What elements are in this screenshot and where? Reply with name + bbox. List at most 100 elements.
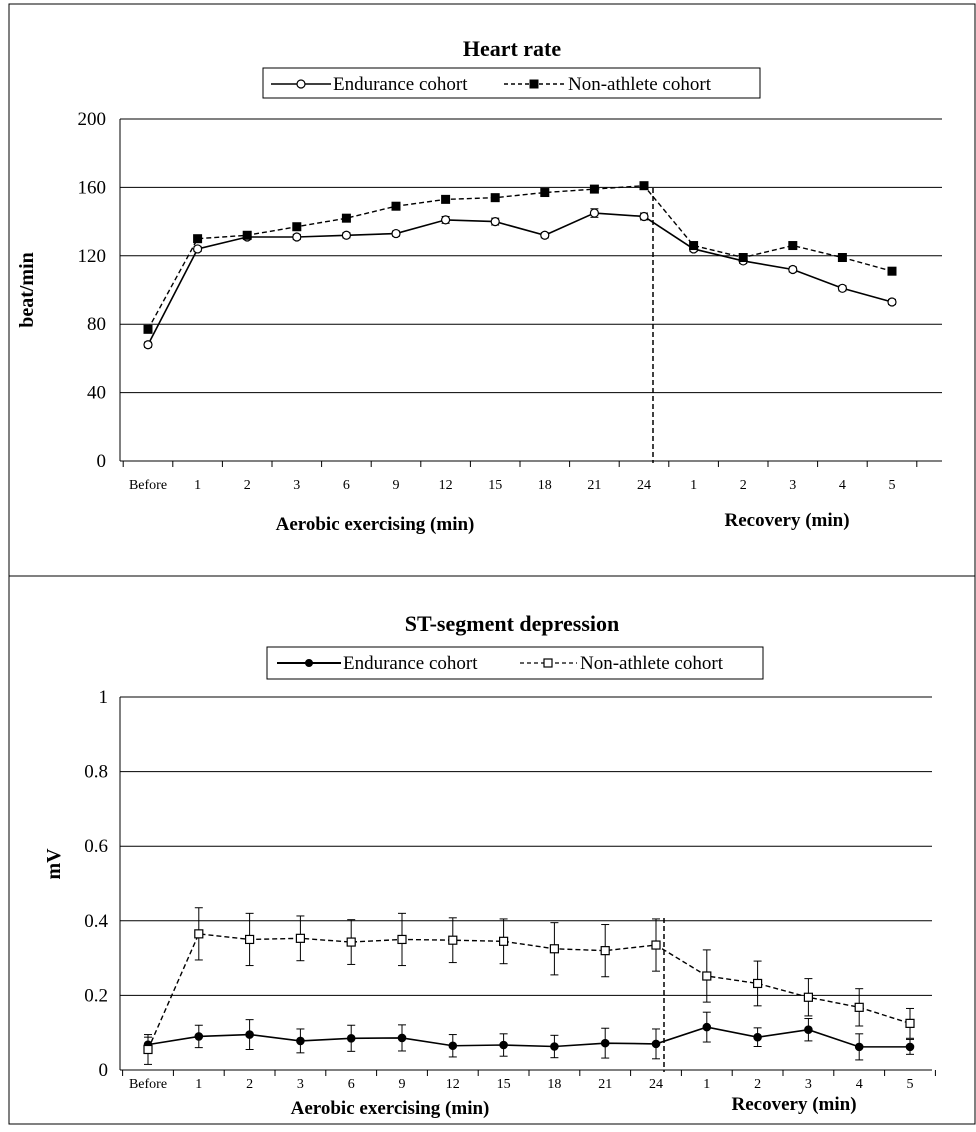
x-tick-label: 21 (598, 1077, 612, 1092)
data-point (397, 1033, 407, 1043)
y-tick-label: 0 (99, 1060, 109, 1081)
x-tick-label: 5 (889, 478, 896, 493)
x-tick-label: 24 (637, 478, 651, 493)
x-tick-label: 18 (538, 478, 552, 493)
data-point (193, 234, 203, 244)
data-point (887, 297, 897, 307)
data-point (540, 230, 550, 240)
y-tick-label: 40 (87, 383, 106, 404)
x-group-label-recovery: Recovery (min) (731, 1094, 856, 1115)
y-tick-label: 1 (99, 687, 109, 708)
x-tick-label: 4 (856, 1077, 863, 1092)
x-tick-label: 3 (297, 1077, 304, 1092)
data-point (242, 230, 252, 240)
data-point (788, 241, 798, 251)
data-point (143, 1044, 153, 1055)
series-line-nonathlete (147, 184, 893, 330)
legend-label-nonathlete: Non-athlete cohort (580, 653, 724, 674)
data-point (689, 241, 699, 251)
legend-label-nonathlete: Non-athlete cohort (568, 74, 712, 95)
data-point (550, 1042, 559, 1051)
data-point (341, 230, 351, 240)
x-tick-label: 6 (348, 1077, 355, 1092)
x-tick-label: 5 (907, 1077, 914, 1092)
x-tick-label: Before (129, 478, 167, 493)
data-point (143, 340, 153, 350)
data-point (854, 1042, 864, 1052)
x-tick-label: 9 (399, 1077, 406, 1092)
data-point (441, 194, 451, 204)
data-point (499, 1040, 508, 1050)
data-point (490, 193, 500, 203)
y-tick-label: 0.6 (84, 836, 108, 857)
y-axis-label: mV (43, 848, 65, 880)
series-line-endurance (147, 212, 893, 346)
data-point (702, 971, 712, 981)
data-point (589, 208, 600, 218)
x-tick-label: 3 (805, 1077, 812, 1092)
data-point (448, 935, 458, 945)
legend-marker-nonathlete (529, 79, 539, 89)
x-tick-label: 1 (690, 478, 697, 493)
x-group-label-exercise: Aerobic exercising (min) (276, 514, 475, 535)
figure-frame (8, 3, 976, 1125)
x-tick-label: 18 (547, 1077, 561, 1092)
legend-box (262, 67, 761, 99)
data-point (341, 213, 351, 223)
data-point (292, 232, 302, 242)
data-point (193, 244, 203, 254)
data-point (441, 215, 451, 225)
data-point (143, 324, 153, 334)
y-tick-label: 0.2 (84, 985, 108, 1006)
data-point (738, 253, 748, 263)
x-group-label-exercise: Aerobic exercising (min) (291, 1098, 490, 1119)
data-point (391, 201, 401, 211)
legend-label-endurance: Endurance cohort (343, 653, 478, 674)
data-point (391, 228, 401, 239)
legend-marker-endurance (296, 79, 306, 89)
st-segment-chart: ST-segment depression Endurance cohort N… (43, 611, 936, 1119)
chart-title: Heart rate (463, 36, 562, 61)
data-point (346, 937, 356, 947)
data-point (600, 946, 610, 956)
x-tick-label: 3 (789, 478, 796, 493)
series-line-nonathlete (147, 933, 911, 1050)
data-point (490, 217, 500, 227)
legend: Endurance cohort Non-athlete cohort (262, 67, 761, 99)
x-tick-label: 24 (649, 1077, 663, 1092)
x-tick-label: 1 (703, 1077, 710, 1092)
y-tick-label: 160 (78, 177, 107, 198)
data-point (651, 1039, 661, 1049)
x-tick-label: 1 (195, 1077, 202, 1092)
data-point (788, 264, 798, 275)
x-tick-label: 9 (393, 478, 400, 493)
data-point (499, 936, 509, 946)
data-point (837, 283, 848, 293)
data-point (804, 1025, 813, 1035)
x-tick-label: 15 (488, 478, 502, 493)
data-point (803, 992, 814, 1002)
series-line-endurance (147, 1026, 910, 1048)
data-point (295, 933, 305, 943)
data-point (245, 934, 255, 945)
data-point (397, 934, 407, 945)
data-point (651, 940, 661, 950)
x-tick-label: 2 (244, 478, 251, 493)
x-tick-label: 12 (439, 478, 453, 493)
x-group-label-recovery: Recovery (min) (724, 510, 849, 531)
x-tick-label: 15 (497, 1077, 511, 1092)
data-point (639, 211, 649, 222)
data-point (245, 1030, 254, 1039)
x-tick-label: 21 (587, 478, 601, 493)
y-tick-label: 0.4 (84, 911, 108, 932)
data-point (753, 1032, 762, 1042)
data-point (905, 1018, 915, 1028)
legend-marker-endurance (305, 659, 313, 667)
data-point (905, 1042, 915, 1052)
data-point (752, 978, 763, 989)
x-tick-label: Before (129, 1077, 167, 1092)
y-tick-label: 200 (78, 109, 107, 130)
data-point (887, 266, 897, 276)
